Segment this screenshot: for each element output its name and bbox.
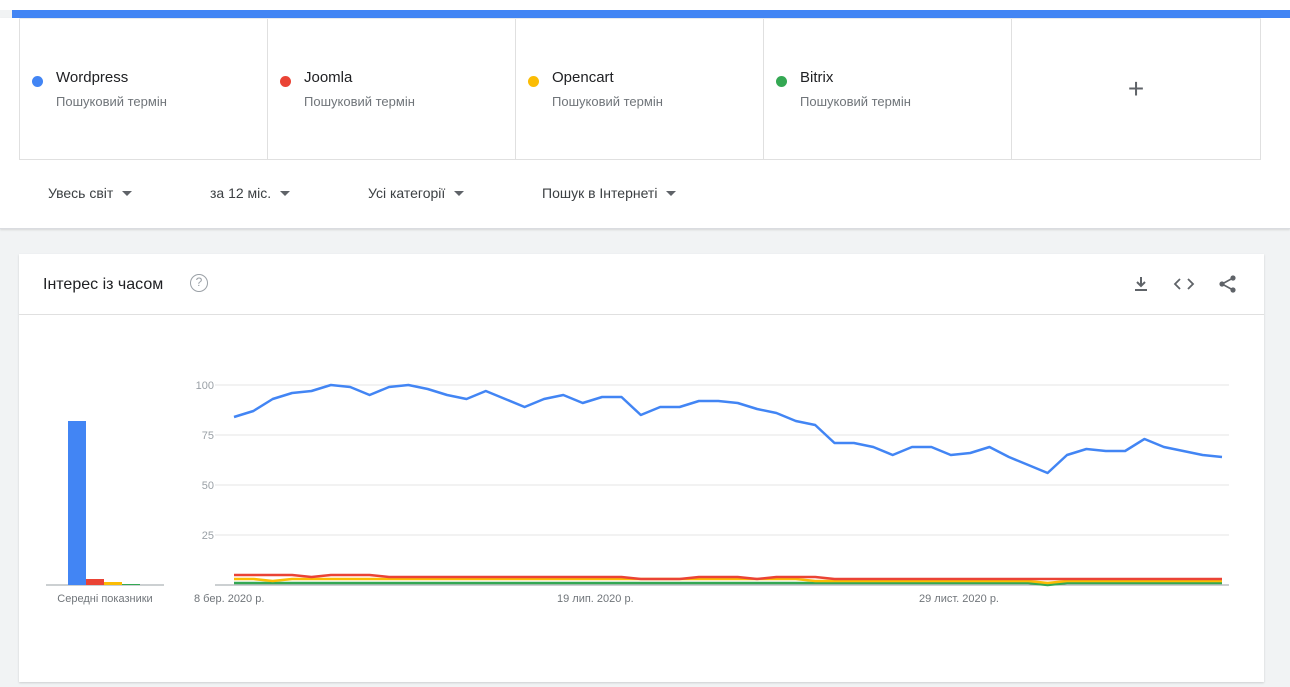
term-type: Пошуковий термін xyxy=(552,94,663,109)
interest-over-time-card: Інтерес із часом ? 100 75 50 25 Середні пока… xyxy=(19,254,1264,682)
x-tick-label: 8 бер. 2020 р. xyxy=(194,593,264,605)
average-bar-opencart xyxy=(104,582,122,585)
y-tick-label: 25 xyxy=(202,530,214,542)
x-tick-label: 19 лип. 2020 р. xyxy=(557,593,634,605)
search-terms-row: Wordpress Пошуковий термін Joomla Пошуко… xyxy=(19,18,1261,160)
term-card-wordpress[interactable]: Wordpress Пошуковий термін xyxy=(19,19,267,159)
compare-header: Wordpress Пошуковий термін Joomla Пошуко… xyxy=(0,18,1290,229)
region-filter-label: Увесь світ xyxy=(48,185,114,201)
series-line-joomla xyxy=(234,573,1222,581)
term-type: Пошуковий термін xyxy=(56,94,167,109)
search-type-filter[interactable]: Пошук в Інтернеті xyxy=(542,185,677,201)
y-tick-label: 75 xyxy=(202,430,214,442)
add-term-button[interactable]: + xyxy=(1011,19,1261,159)
share-icon[interactable] xyxy=(1216,272,1240,296)
interest-chart: 100 75 50 25 Середні показники 8 бер. 2020 р.… xyxy=(46,380,1229,605)
term-name: Opencart xyxy=(552,69,614,86)
filters-bar: Увесь світ за 12 міс. Усі категорії Пошу… xyxy=(0,158,1290,228)
region-filter[interactable]: Увесь світ xyxy=(48,185,133,201)
series-line-bitrix xyxy=(234,581,1222,587)
joomla-color-dot xyxy=(280,76,291,87)
embed-icon[interactable] xyxy=(1172,272,1196,296)
averages-label: Середні показники xyxy=(57,593,152,605)
card-header: Інтерес із часом ? xyxy=(19,254,1264,315)
average-bar-bitrix xyxy=(122,584,140,585)
search-type-filter-label: Пошук в Інтернеті xyxy=(542,185,658,201)
term-name: Bitrix xyxy=(800,69,834,86)
series-line-opencart xyxy=(234,577,1222,585)
term-card-bitrix[interactable]: Bitrix Пошуковий термін xyxy=(763,19,1011,159)
plus-icon: + xyxy=(1127,73,1145,104)
average-bar-wordpress xyxy=(68,421,86,585)
top-strip xyxy=(0,0,1290,10)
term-card-joomla[interactable]: Joomla Пошуковий термін xyxy=(267,19,515,159)
caret-down-icon xyxy=(280,191,291,196)
term-name: Joomla xyxy=(304,69,353,86)
term-type: Пошуковий термін xyxy=(304,94,415,109)
caret-down-icon xyxy=(454,191,465,196)
average-bar-joomla xyxy=(86,579,104,585)
term-name: Wordpress xyxy=(56,69,129,86)
term-type: Пошуковий термін xyxy=(800,94,911,109)
card-title: Інтерес із часом xyxy=(43,276,164,293)
opencart-color-dot xyxy=(528,76,539,87)
category-filter[interactable]: Усі категорії xyxy=(368,185,465,201)
period-filter-label: за 12 міс. xyxy=(210,185,272,201)
wordpress-color-dot xyxy=(32,76,43,87)
caret-down-icon xyxy=(666,191,677,196)
period-filter[interactable]: за 12 міс. xyxy=(210,185,291,201)
accent-bar xyxy=(12,10,1290,18)
y-tick-label: 100 xyxy=(196,380,214,392)
term-card-opencart[interactable]: Opencart Пошуковий термін xyxy=(515,19,763,159)
download-icon[interactable] xyxy=(1129,272,1153,296)
category-filter-label: Усі категорії xyxy=(368,185,446,201)
help-circle-icon[interactable]: ? xyxy=(190,274,208,292)
x-tick-label: 29 лист. 2020 р. xyxy=(919,593,999,605)
series-line-wordpress xyxy=(233,383,1223,475)
bitrix-color-dot xyxy=(776,76,787,87)
caret-down-icon xyxy=(122,191,133,196)
y-tick-label: 50 xyxy=(202,480,214,492)
